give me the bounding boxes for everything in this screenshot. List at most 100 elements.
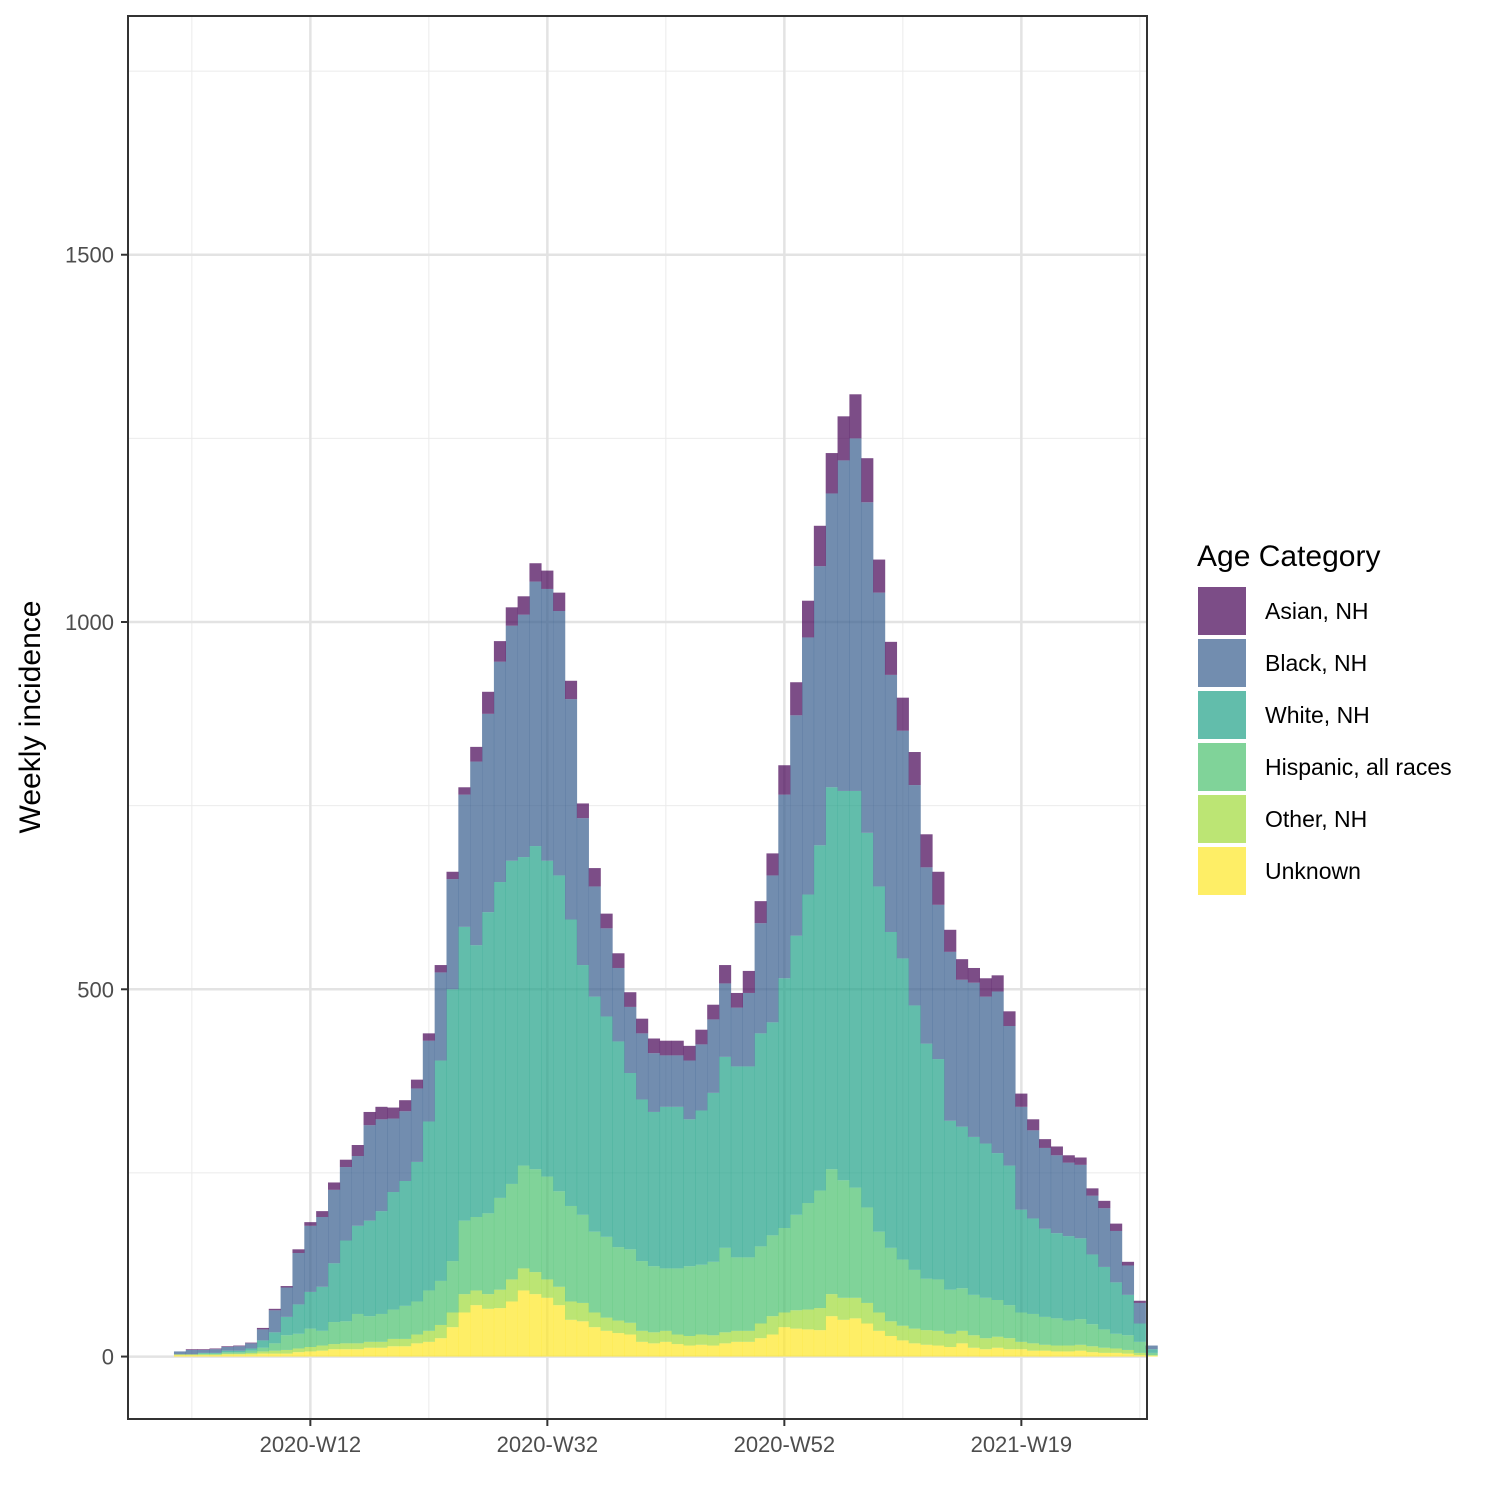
bar-asian-nh: [849, 394, 862, 439]
bar-other-nh: [209, 1354, 222, 1356]
bar-black-nh: [1145, 1345, 1158, 1350]
x-axis: 2020-W12 2020-W32 2020-W52 2021-W19: [260, 1419, 1072, 1457]
bar-asian-nh: [730, 992, 743, 1008]
bar-hispanic-all-races: [280, 1335, 293, 1350]
bar-hispanic-all-races: [470, 1217, 483, 1291]
bar-black-nh: [1074, 1164, 1087, 1239]
bar-unknown: [387, 1346, 400, 1357]
bar-hispanic-all-races: [541, 1176, 554, 1280]
bar-black-nh: [173, 1351, 187, 1355]
legend-key-black-nh: [1198, 639, 1246, 687]
bar-white-nh: [766, 1022, 779, 1236]
bar-black-nh: [813, 566, 826, 846]
bar-asian-nh: [1015, 1093, 1028, 1107]
bar-unknown: [790, 1328, 803, 1357]
bar-black-nh: [1003, 1026, 1016, 1166]
bar-asian-nh: [659, 1040, 672, 1056]
bar-unknown: [647, 1343, 661, 1357]
bar-white-nh: [896, 958, 909, 1260]
bar-white-nh: [1133, 1323, 1146, 1342]
bar-other-nh: [268, 1350, 281, 1354]
bar-hispanic-all-races: [967, 1294, 980, 1336]
bar-asian-nh: [458, 787, 471, 795]
bar-black-nh: [565, 699, 578, 920]
bar-asian-nh: [233, 1345, 246, 1347]
bar-hispanic-all-races: [197, 1353, 210, 1355]
bar-black-nh: [221, 1347, 234, 1351]
y-axis-title: Weekly incidence: [14, 601, 47, 834]
bar-white-nh: [683, 1119, 696, 1267]
bar-asian-nh: [529, 563, 542, 582]
bar-other-nh: [695, 1334, 708, 1345]
bar-unknown: [1062, 1351, 1075, 1357]
bar-black-nh: [944, 951, 957, 1121]
bar-unknown: [612, 1333, 625, 1357]
bar-asian-nh: [351, 1145, 364, 1157]
bar-white-nh: [778, 978, 791, 1229]
bar-unknown: [316, 1350, 329, 1357]
bar-black-nh: [505, 625, 518, 861]
bar-white-nh: [576, 965, 589, 1215]
bar-black-nh: [304, 1225, 317, 1292]
legend-label-hispanic-all-races: Hispanic, all races: [1265, 754, 1452, 780]
bar-black-nh: [825, 493, 838, 788]
bar-white-nh: [221, 1350, 234, 1353]
bar-hispanic-all-races: [671, 1268, 684, 1335]
bar-asian-nh: [873, 559, 886, 593]
bar-hispanic-all-races: [683, 1266, 696, 1336]
bar-other-nh: [1121, 1349, 1135, 1354]
bar-hispanic-all-races: [588, 1231, 601, 1313]
x-tick-label: 2020-W12: [260, 1432, 362, 1457]
bar-black-nh: [1098, 1208, 1111, 1267]
bar-unknown: [813, 1330, 826, 1357]
bar-unknown: [802, 1329, 815, 1357]
bar-hispanic-all-races: [873, 1231, 886, 1313]
bar-hispanic-all-races: [742, 1257, 755, 1331]
bar-asian-nh: [292, 1249, 305, 1253]
bar-white-nh: [944, 1120, 957, 1290]
bar-asian-nh: [1121, 1261, 1135, 1266]
bar-white-nh: [422, 1121, 435, 1291]
bar-unknown: [1074, 1350, 1087, 1357]
bar-black-nh: [979, 996, 992, 1144]
bar-other-nh: [659, 1330, 672, 1342]
bar-unknown: [636, 1341, 649, 1357]
bar-black-nh: [233, 1346, 246, 1351]
bar-black-nh: [636, 1033, 649, 1100]
bar-hispanic-all-races: [636, 1261, 649, 1331]
bar-unknown: [422, 1341, 435, 1357]
bar-white-nh: [363, 1220, 376, 1317]
bar-black-nh: [245, 1343, 258, 1349]
bar-unknown: [849, 1318, 862, 1357]
bar-white-nh: [328, 1263, 341, 1323]
bar-unknown: [197, 1355, 210, 1357]
bar-hispanic-all-races: [802, 1203, 815, 1310]
bar-other-nh: [612, 1320, 625, 1334]
bar-white-nh: [541, 860, 554, 1177]
bar-asian-nh: [908, 752, 921, 786]
bar-unknown: [470, 1305, 483, 1357]
bar-black-nh: [280, 1287, 293, 1317]
bar-black-nh: [932, 904, 945, 1060]
bar-white-nh: [991, 1153, 1004, 1300]
bar-unknown: [245, 1354, 258, 1357]
bar-other-nh: [884, 1321, 898, 1336]
series-white-nh: [197, 787, 1158, 1354]
bar-black-nh: [209, 1349, 222, 1353]
bar-hispanic-all-races: [434, 1280, 447, 1325]
bar-white-nh: [730, 1066, 743, 1258]
bar-other-nh: [351, 1343, 364, 1350]
y-tick-label: 0: [102, 1345, 114, 1370]
legend-label-unknown: Unknown: [1265, 858, 1361, 884]
bar-other-nh: [517, 1268, 530, 1291]
bar-other-nh: [553, 1286, 566, 1306]
bar-unknown: [292, 1352, 305, 1357]
bar-hispanic-all-races: [778, 1228, 791, 1313]
bar-other-nh: [233, 1353, 246, 1355]
series-asian-nh: [185, 394, 1146, 1350]
bar-black-nh: [470, 761, 483, 946]
bar-white-nh: [719, 1056, 732, 1248]
legend-key-unknown: [1198, 847, 1246, 895]
bar-other-nh: [1098, 1347, 1111, 1353]
bar-asian-nh: [1110, 1223, 1123, 1231]
